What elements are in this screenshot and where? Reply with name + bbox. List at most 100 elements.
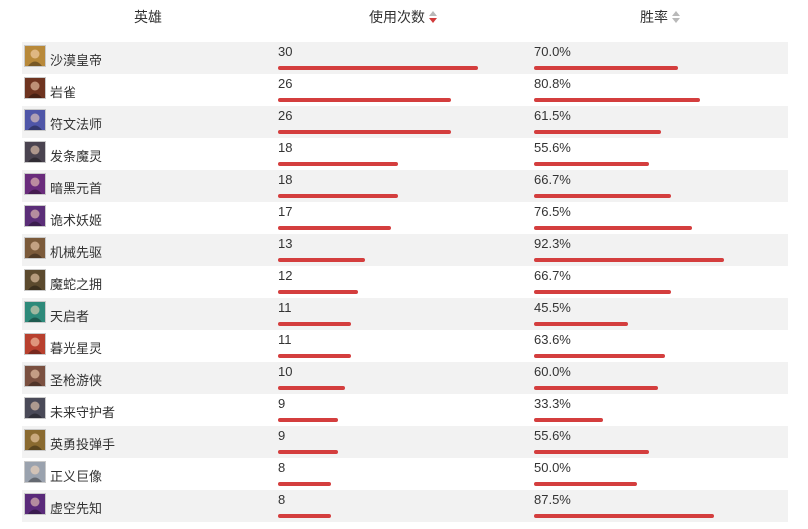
hero-avatar[interactable]	[24, 237, 46, 259]
hero-avatar[interactable]	[24, 141, 46, 163]
table-row[interactable]: 魔蛇之拥 12 66.7%	[22, 266, 788, 298]
uses-bar	[278, 418, 338, 422]
uses-value: 11	[278, 300, 292, 315]
table-row[interactable]: 岩雀 26 80.8%	[22, 74, 788, 106]
uses-bar	[278, 290, 358, 294]
hero-name[interactable]: 符文法师	[50, 117, 103, 132]
hero-name[interactable]: 诡术妖姬	[50, 213, 103, 228]
hero-avatar[interactable]	[24, 301, 46, 323]
uses-value: 9	[278, 396, 286, 411]
winrate-bar	[534, 386, 658, 390]
hero-avatar[interactable]	[24, 109, 46, 131]
winrate-value: 87.5%	[534, 492, 571, 507]
header-winrate-label[interactable]: 胜率	[640, 9, 668, 25]
uses-value: 18	[278, 140, 293, 155]
hero-avatar[interactable]	[24, 461, 46, 483]
uses-value: 30	[278, 44, 293, 59]
table-row[interactable]: 暗黑元首 18 66.7%	[22, 170, 788, 202]
uses-bar	[278, 130, 451, 134]
uses-bar	[278, 194, 398, 198]
winrate-value: 60.0%	[534, 364, 571, 379]
winrate-bar	[534, 450, 649, 454]
header-uses-label[interactable]: 使用次数	[369, 9, 425, 25]
table-row[interactable]: 机械先驱 13 92.3%	[22, 234, 788, 266]
table-row[interactable]: 诡术妖姬 17 76.5%	[22, 202, 788, 234]
table-row[interactable]: 沙漠皇帝 30 70.0%	[22, 42, 788, 74]
winrate-value: 55.6%	[534, 428, 571, 443]
hero-avatar[interactable]	[24, 77, 46, 99]
hero-avatar[interactable]	[24, 205, 46, 227]
uses-bar	[278, 450, 338, 454]
uses-value: 26	[278, 76, 293, 91]
hero-avatar[interactable]	[24, 429, 46, 451]
uses-value: 13	[278, 236, 293, 251]
winrate-value: 50.0%	[534, 460, 571, 475]
winrate-bar	[534, 130, 661, 134]
hero-name[interactable]: 暗黑元首	[50, 181, 103, 196]
table-row[interactable]: 发条魔灵 18 55.6%	[22, 138, 788, 170]
winrate-bar	[534, 66, 678, 70]
hero-name[interactable]: 圣枪游侠	[50, 373, 103, 388]
sort-desc-icon[interactable]	[429, 11, 437, 23]
uses-value: 12	[278, 268, 293, 283]
table-row[interactable]: 圣枪游侠 10 60.0%	[22, 362, 788, 394]
table-row[interactable]: 未来守护者 9 33.3%	[22, 394, 788, 426]
uses-bar	[278, 322, 351, 326]
hero-name[interactable]: 英勇投弹手	[50, 437, 116, 452]
winrate-bar	[534, 226, 692, 230]
hero-avatar[interactable]	[24, 269, 46, 291]
winrate-value: 45.5%	[534, 300, 571, 315]
hero-avatar[interactable]	[24, 493, 46, 515]
uses-bar	[278, 514, 331, 518]
table-body: 沙漠皇帝 30 70.0% 岩雀 26 80.8% 符文法师 26 61.5% 发条魔灵 18 55.…	[22, 42, 788, 522]
table-row[interactable]: 英勇投弹手 9 55.6%	[22, 426, 788, 458]
winrate-bar	[534, 354, 665, 358]
winrate-bar	[534, 482, 637, 486]
winrate-value: 76.5%	[534, 204, 571, 219]
hero-name[interactable]: 未来守护者	[50, 405, 116, 420]
winrate-value: 66.7%	[534, 172, 571, 187]
winrate-value: 66.7%	[534, 268, 571, 283]
uses-bar	[278, 226, 391, 230]
hero-avatar[interactable]	[24, 173, 46, 195]
winrate-bar	[534, 194, 671, 198]
hero-name[interactable]: 天启者	[50, 309, 90, 324]
table-row[interactable]: 虚空先知 8 87.5%	[22, 490, 788, 522]
uses-value: 9	[278, 428, 286, 443]
hero-avatar[interactable]	[24, 397, 46, 419]
hero-name[interactable]: 沙漠皇帝	[50, 53, 103, 68]
winrate-bar	[534, 514, 714, 518]
hero-avatar[interactable]	[24, 333, 46, 355]
table-row[interactable]: 天启者 11 45.5%	[22, 298, 788, 330]
uses-bar	[278, 386, 345, 390]
header-hero-label: 英雄	[134, 9, 162, 25]
sort-icon[interactable]	[672, 11, 680, 23]
uses-value: 18	[278, 172, 293, 187]
winrate-bar	[534, 162, 649, 166]
table-header: 英雄 使用次数 胜率	[0, 0, 808, 32]
hero-avatar[interactable]	[24, 365, 46, 387]
uses-value: 17	[278, 204, 293, 219]
winrate-value: 92.3%	[534, 236, 571, 251]
table-row[interactable]: 正义巨像 8 50.0%	[22, 458, 788, 490]
winrate-bar	[534, 290, 671, 294]
uses-bar	[278, 258, 365, 262]
winrate-value: 80.8%	[534, 76, 571, 91]
hero-name[interactable]: 机械先驱	[50, 245, 103, 260]
winrate-value: 33.3%	[534, 396, 571, 411]
winrate-bar	[534, 322, 628, 326]
hero-name[interactable]: 岩雀	[50, 85, 77, 100]
hero-name[interactable]: 发条魔灵	[50, 149, 103, 164]
header-uses[interactable]: 使用次数	[369, 7, 437, 27]
hero-name[interactable]: 正义巨像	[50, 469, 103, 484]
winrate-bar	[534, 258, 724, 262]
header-winrate[interactable]: 胜率	[640, 7, 680, 27]
hero-avatar[interactable]	[24, 45, 46, 67]
uses-bar	[278, 354, 351, 358]
uses-value: 8	[278, 492, 286, 507]
table-row[interactable]: 暮光星灵 11 63.6%	[22, 330, 788, 362]
hero-name[interactable]: 魔蛇之拥	[50, 277, 103, 292]
hero-name[interactable]: 暮光星灵	[50, 341, 103, 356]
hero-name[interactable]: 虚空先知	[50, 501, 103, 516]
table-row[interactable]: 符文法师 26 61.5%	[22, 106, 788, 138]
